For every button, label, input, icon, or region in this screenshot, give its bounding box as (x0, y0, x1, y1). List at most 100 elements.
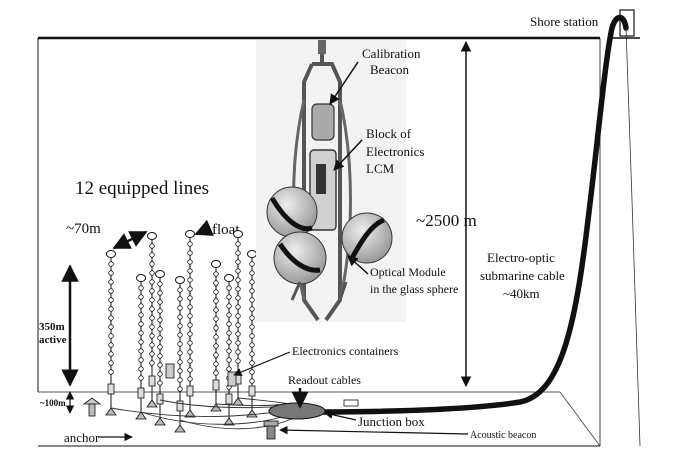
storey-bead (108, 288, 114, 294)
anchor-weight (232, 397, 244, 406)
storey-bead (226, 303, 232, 309)
line-spacing-arrow (112, 230, 148, 250)
storey-bead (187, 277, 193, 283)
storey-bead (138, 321, 144, 327)
storey-bead (235, 286, 241, 292)
storey-bead (213, 280, 219, 286)
electronics-container (176, 400, 184, 412)
storey-bead (149, 279, 155, 285)
anchor-weight (105, 407, 117, 416)
storey-bead (157, 326, 163, 332)
anchor-label: anchor (64, 430, 100, 445)
storey-bead (213, 298, 219, 304)
storey-bead (235, 313, 241, 319)
electronics-block-arrow (333, 139, 363, 171)
storey-bead (235, 304, 241, 310)
storey-bead (149, 270, 155, 276)
storey-bead (108, 333, 114, 339)
cable-label-line2: submarine cable (480, 268, 565, 283)
storey-bead (213, 334, 219, 340)
storey-bead (213, 352, 219, 358)
storey-bead (138, 285, 144, 291)
storey-bead (157, 281, 163, 287)
storey-bead (138, 339, 144, 345)
storey-bead (157, 308, 163, 314)
electronics-containers-label: Electronics containers (292, 344, 399, 358)
electronics-container (148, 375, 156, 387)
storey-bead (157, 380, 163, 386)
storey-bead (108, 261, 114, 267)
cable-label-line1: Electro-optic (487, 250, 555, 265)
depth-label: ~2500 m (416, 211, 477, 230)
storey-bead (235, 277, 241, 283)
cable-label-line3: ~40km (503, 286, 540, 301)
cable-to-shore-line (625, 27, 641, 447)
storey-bead (149, 333, 155, 339)
storey-bead (149, 252, 155, 258)
storey-bead (226, 339, 232, 345)
detector-line (174, 276, 186, 433)
float-buoy (185, 230, 195, 238)
acoustic-beacon-label: Acoustic beacon (470, 430, 536, 441)
electronics-container (156, 393, 164, 405)
storey-bead (149, 243, 155, 249)
float-buoy (147, 232, 157, 240)
electronics-block-label-line2: Electronics (366, 144, 424, 159)
storey-bead (177, 332, 183, 338)
storey-bead (108, 297, 114, 303)
storey-bead (235, 322, 241, 328)
storey-bead (213, 316, 219, 322)
storey-bead (138, 294, 144, 300)
storey-bead (213, 325, 219, 331)
junction-box-label: Junction box (358, 414, 425, 429)
storey-bead (249, 369, 255, 375)
storey-bead (177, 386, 183, 392)
calibration-beacon-arrow (329, 61, 359, 105)
storey-bead (157, 335, 163, 341)
line-spacing-label: ~70m (66, 221, 101, 237)
storey-bead (187, 340, 193, 346)
storey-bead (249, 279, 255, 285)
storey-bead (149, 306, 155, 312)
storey-bead (177, 350, 183, 356)
storey-bead (213, 370, 219, 376)
storey-bead (157, 353, 163, 359)
optical-module-label-line2: in the glass sphere (370, 282, 458, 296)
storey-bead (226, 312, 232, 318)
float-buoy (224, 274, 234, 282)
storey-bead (157, 317, 163, 323)
storey-bead (177, 323, 183, 329)
storey-bead (149, 360, 155, 366)
storey-bead (249, 333, 255, 339)
storey-bead (235, 295, 241, 301)
detector-line (154, 270, 166, 426)
storey-bead (249, 306, 255, 312)
storey-bead (249, 261, 255, 267)
storey-bead (226, 366, 232, 372)
electronics-block-label-line3: LCM (366, 161, 395, 176)
optical-module-arrow (347, 255, 369, 275)
storey-bead (177, 314, 183, 320)
storey-bead (108, 369, 114, 375)
storey-bead (157, 362, 163, 368)
active-height-label-line1: 350m (39, 321, 65, 333)
spare-anchor-icon (82, 397, 102, 417)
storey-bead (157, 344, 163, 350)
storey-bead (249, 378, 255, 384)
electronics-container (165, 363, 175, 379)
storey-bead (213, 343, 219, 349)
anchor-weight (174, 424, 186, 433)
storey-bead (187, 295, 193, 301)
storey-bead (108, 306, 114, 312)
shore-station-label: Shore station (530, 14, 599, 29)
electronics-container (107, 383, 115, 395)
junction-box-arrow (324, 410, 357, 421)
storey-bead (249, 315, 255, 321)
storey-bead (226, 321, 232, 327)
storey-bead (177, 359, 183, 365)
storey-bead (226, 357, 232, 363)
anchor-weight (146, 399, 158, 408)
storey-bead (157, 290, 163, 296)
storey-bead (187, 268, 193, 274)
float-buoy (247, 250, 257, 258)
